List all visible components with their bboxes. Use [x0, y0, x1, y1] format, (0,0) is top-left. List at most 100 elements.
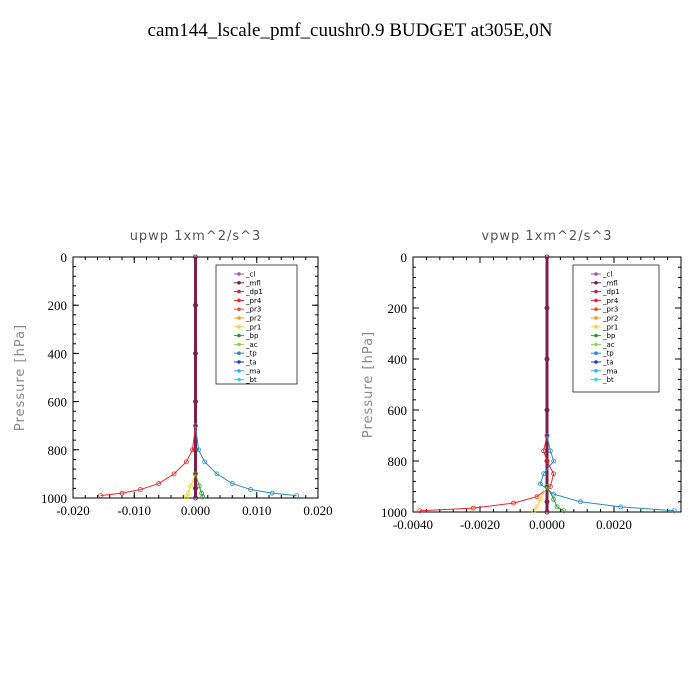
legend-marker — [594, 298, 598, 303]
figure-title: cam144_lscale_pmf_cuushr0.9 BUDGET at305… — [147, 20, 553, 41]
data-point-pr4 — [511, 500, 516, 506]
data-point-mfl — [193, 350, 198, 356]
data-point-tp — [551, 458, 557, 464]
data-point-mfl — [193, 495, 198, 501]
legend-label: _pr1 — [245, 323, 261, 331]
x-tick-label: -0.0040 — [393, 517, 433, 532]
legend-marker — [237, 360, 241, 364]
legend-label: _ac — [245, 341, 258, 349]
data-point-tp — [541, 471, 547, 477]
data-point-tp — [193, 423, 198, 429]
x-tick-label: -0.010 — [117, 503, 151, 518]
legend-label: _bp — [245, 332, 259, 340]
y-tick-label: 400 — [48, 346, 68, 361]
legend-label: _pr2 — [245, 315, 261, 323]
data-point-mfl — [193, 485, 198, 491]
data-point-mfl — [193, 399, 198, 405]
legend-label: _pr3 — [602, 306, 618, 314]
legend-label: _pr4 — [245, 297, 262, 305]
legend-label: _pr3 — [245, 306, 261, 314]
legend-marker — [594, 272, 598, 276]
legend-marker — [594, 289, 598, 294]
y-tick-label: 0 — [401, 250, 408, 265]
y-tick-label: 400 — [388, 352, 408, 367]
data-point-tp — [578, 499, 583, 505]
x-tick-label: 0.020 — [303, 503, 332, 518]
data-point-mfl — [544, 356, 550, 362]
data-point-pr1 — [183, 494, 189, 500]
data-point-pr4 — [119, 490, 125, 496]
legend-marker — [594, 316, 598, 320]
y-tick-label: 200 — [48, 298, 68, 313]
legend-label: _dp1 — [602, 288, 620, 296]
legend-label: _mfl — [245, 279, 261, 287]
data-point-pr1 — [531, 508, 536, 514]
data-point-bp — [554, 504, 560, 510]
legend-label: _ma — [602, 367, 618, 375]
legend-marker — [237, 351, 241, 356]
data-point-mfl — [193, 447, 198, 453]
y-tick-label: 600 — [48, 395, 68, 410]
series-line-tp — [539, 435, 675, 512]
data-point-tp — [547, 448, 553, 454]
legend-marker — [237, 272, 241, 276]
legend-label: _pr2 — [602, 315, 618, 323]
data-point-pr1 — [188, 483, 194, 489]
y-tick-label: 0 — [61, 250, 68, 265]
legend-marker — [594, 342, 598, 347]
data-point-pr1 — [534, 504, 540, 510]
legend-marker — [237, 307, 241, 312]
series-line-tp — [195, 425, 297, 497]
legend-marker — [237, 316, 241, 320]
data-point-pr4 — [183, 459, 189, 465]
data-point-pr4 — [547, 484, 553, 489]
panel-title: upwp 1xm^2/s^3 — [130, 229, 262, 244]
data-point-tp — [671, 508, 677, 514]
legend-box — [572, 264, 660, 393]
data-point-tp — [551, 491, 557, 497]
data-point-pr4 — [156, 481, 162, 486]
data-point-tp — [618, 504, 624, 510]
data-point-pr4 — [98, 493, 103, 498]
legend-label: _ta — [245, 359, 257, 367]
legend-marker — [594, 360, 598, 364]
data-point-pr4 — [541, 448, 547, 454]
data-point-tp — [248, 487, 254, 492]
legend-marker — [237, 377, 241, 382]
legend-marker — [594, 281, 598, 285]
series-line-bp — [546, 486, 564, 512]
data-point-mfl — [544, 509, 550, 515]
data-point-tp — [294, 493, 299, 498]
legend-label: _cl — [245, 271, 255, 279]
data-point-tp — [229, 481, 235, 486]
legend-marker — [237, 325, 241, 329]
legend-marker — [594, 351, 598, 356]
data-point-mfl — [544, 499, 550, 505]
y-tick-label: 1000 — [41, 491, 67, 506]
y-axis-label: Pressure [hPa] — [361, 331, 376, 438]
data-point-pr4 — [171, 471, 177, 477]
y-axis-label: Pressure [hPa] — [13, 324, 28, 431]
y-tick-label: 800 — [48, 443, 68, 458]
data-point-mfl — [544, 407, 550, 413]
series-line-pr1 — [533, 486, 548, 512]
x-tick-label: -0.020 — [56, 503, 90, 518]
legend-label: _ma — [245, 367, 261, 375]
data-point-tp — [269, 490, 275, 496]
legend-label: _tp — [602, 350, 614, 358]
x-tick-label: 0.0020 — [596, 517, 632, 532]
data-point-mfl — [193, 302, 198, 308]
data-point-pr4 — [551, 471, 557, 477]
data-point-pr4 — [534, 494, 540, 500]
legend-label: _ta — [602, 359, 614, 367]
legend-label: _ac — [602, 341, 615, 349]
data-point-pr1 — [185, 490, 191, 496]
data-point-pr4 — [190, 447, 195, 453]
legend-marker — [594, 377, 598, 382]
x-tick-label: 0.010 — [242, 503, 271, 518]
chart-panel-2: vpwp 1xm^2/s^3 Pressure [hPa] -0.0040 -0.00… — [361, 229, 682, 532]
legend-marker — [594, 369, 598, 373]
data-point-tp — [537, 481, 543, 487]
x-tick-label: 0.000 — [181, 503, 210, 518]
